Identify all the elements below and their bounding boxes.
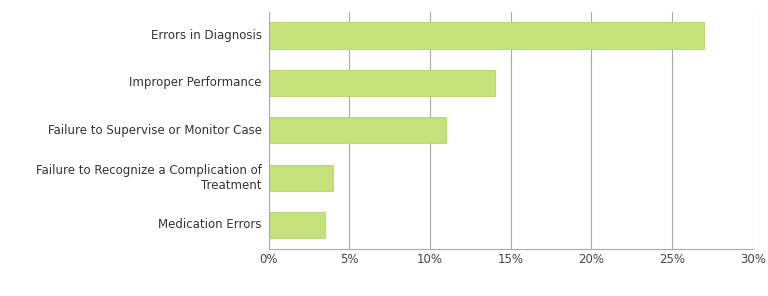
Bar xyxy=(269,22,704,49)
Bar xyxy=(269,212,325,238)
Bar xyxy=(269,117,446,143)
Bar xyxy=(269,165,333,191)
Bar xyxy=(269,70,495,96)
